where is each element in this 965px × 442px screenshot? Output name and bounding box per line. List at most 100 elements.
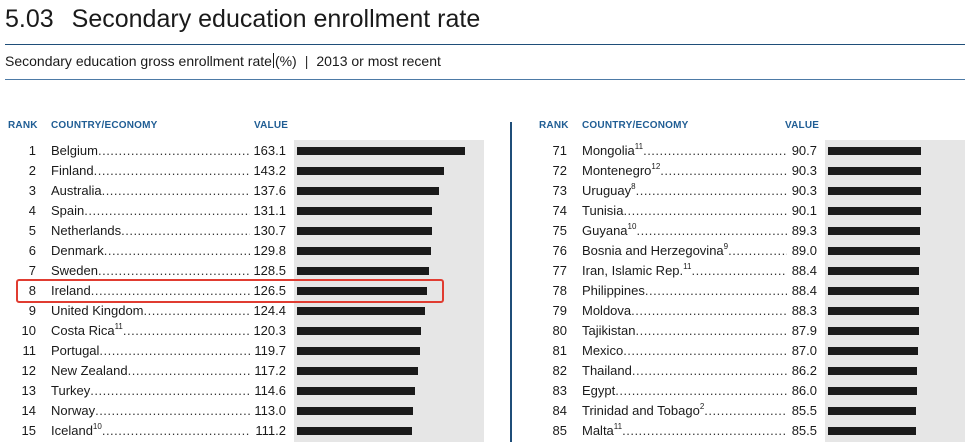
text-caret: [272, 53, 274, 68]
table-row: 7 Sweden.................................…: [0, 261, 490, 281]
value-label: 90.7: [791, 143, 817, 158]
footnote-marker: 8: [631, 182, 636, 191]
country-cell: Montenegro12............................…: [582, 161, 787, 181]
country-name: Guyana10: [582, 222, 637, 239]
leader-dots: ........................................…: [623, 343, 787, 358]
value-label: 111.2: [255, 423, 286, 438]
value-bar: [828, 247, 920, 255]
footnote-marker: 11: [634, 142, 644, 151]
value-label: 124.4: [253, 303, 286, 318]
value-bar: [297, 367, 418, 375]
panel-divider: [510, 122, 512, 442]
page-title: 5.03 Secondary education enrollment rate: [5, 2, 480, 36]
footnote-marker: 2: [699, 402, 705, 411]
country-cell: Trinidad and Tobago2....................…: [582, 401, 787, 421]
indicator-period: 2013 or most recent: [316, 53, 441, 69]
leader-dots: ........................................…: [84, 203, 250, 218]
rank-cell: 1: [28, 143, 36, 158]
value-bar: [297, 287, 427, 295]
ranking-panel-left: RANK COUNTRY/ECONOMY VALUE 1 Belgium.....…: [0, 118, 490, 442]
leader-dots: ........................................…: [143, 303, 251, 318]
country-cell: Costa Rica11............................…: [51, 321, 250, 341]
value-label: 88.4: [791, 263, 817, 278]
rank-cell: 8: [28, 283, 36, 298]
leader-dots: ........................................…: [728, 243, 787, 258]
value-label: 119.7: [254, 343, 286, 358]
value-label: 143.2: [253, 163, 286, 178]
rank-cell: 80: [552, 323, 567, 338]
table-row: 15 Iceland10.............................…: [0, 421, 490, 441]
value-bar: [297, 167, 444, 175]
footnote-marker: 9: [723, 242, 729, 251]
value-label: 128.5: [253, 263, 286, 278]
table-row: 2 Finland................................…: [0, 161, 490, 181]
rank-cell: 71: [552, 143, 567, 158]
indicator-description: Secondary education gross enrollment rat…: [5, 53, 272, 69]
leader-dots: ........................................…: [101, 183, 250, 198]
country-cell: Spain...................................…: [51, 201, 250, 221]
value-label: 113.0: [254, 403, 286, 418]
table-row: 77 Iran, Islamic Rep.11..................…: [511, 261, 965, 281]
table-row: 11 Portugal..............................…: [0, 341, 490, 361]
rank-cell: 6: [28, 243, 36, 258]
table-row: 1 Belgium................................…: [0, 141, 490, 161]
rank-cell: 3: [28, 183, 36, 198]
leader-dots: ........................................…: [101, 423, 250, 438]
rank-cell: 5: [28, 223, 36, 238]
value-bar: [297, 187, 439, 195]
value-bar: [297, 407, 413, 415]
value-bar: [297, 207, 432, 215]
value-label: 85.5: [791, 403, 817, 418]
country-name: Finland: [51, 163, 94, 178]
rank-cell: 85: [552, 423, 567, 438]
value-bar: [828, 147, 921, 155]
country-cell: Guyana10................................…: [582, 221, 787, 241]
value-label: 90.1: [791, 203, 817, 218]
value-label: 137.6: [253, 183, 286, 198]
value-label: 86.0: [791, 383, 817, 398]
value-bar: [828, 407, 916, 415]
country-name: Montenegro12: [582, 162, 661, 179]
table-row: 81 Mexico................................…: [511, 341, 965, 361]
country-cell: Iran, Islamic Rep.11....................…: [582, 261, 787, 281]
value-bar: [828, 267, 919, 275]
country-name: United Kingdom: [51, 303, 144, 318]
table-row: 13 Turkey................................…: [0, 381, 490, 401]
rank-cell: 84: [552, 403, 567, 418]
rank-column-header: RANK: [8, 120, 38, 131]
rank-cell: 77: [552, 263, 567, 278]
leader-dots: ........................................…: [93, 163, 250, 178]
table-row: 4 Spain..................................…: [0, 201, 490, 221]
rank-cell: 15: [21, 423, 36, 438]
leader-dots: ........................................…: [121, 223, 250, 238]
country-cell: Mongolia11..............................…: [582, 141, 787, 161]
value-bar: [297, 307, 425, 315]
value-label: 88.4: [791, 283, 817, 298]
value-bar: [297, 427, 412, 435]
country-cell: Iceland10...............................…: [51, 421, 250, 441]
table-row: 79 Moldova...............................…: [511, 301, 965, 321]
value-column-header: VALUE: [254, 120, 289, 131]
value-label: 90.3: [791, 183, 817, 198]
value-bar: [297, 347, 420, 355]
rank-cell: 14: [21, 403, 36, 418]
table-row: 75 Guyana10..............................…: [511, 221, 965, 241]
country-cell: Sweden..................................…: [51, 261, 250, 281]
rank-cell: 73: [552, 183, 567, 198]
indicator-unit: (%): [274, 53, 297, 69]
country-name: Spain: [51, 203, 85, 218]
table-row: 8 Ireland................................…: [0, 281, 490, 301]
country-cell: New Zealand.............................…: [51, 361, 250, 381]
country-cell: Uruguay8................................…: [582, 181, 787, 201]
value-bar: [297, 227, 432, 235]
table-row: 74 Tunisia...............................…: [511, 201, 965, 221]
footnote-marker: 11: [683, 262, 692, 271]
country-name: Turkey: [51, 383, 91, 398]
value-bar: [828, 307, 919, 315]
country-name: Australia: [51, 183, 102, 198]
rank-cell: 11: [22, 343, 37, 358]
rank-cell: 10: [21, 323, 36, 338]
table-row: 83 Egypt.................................…: [511, 381, 965, 401]
country-name: Denmark: [51, 243, 104, 258]
country-cell: Mexico..................................…: [582, 341, 787, 361]
